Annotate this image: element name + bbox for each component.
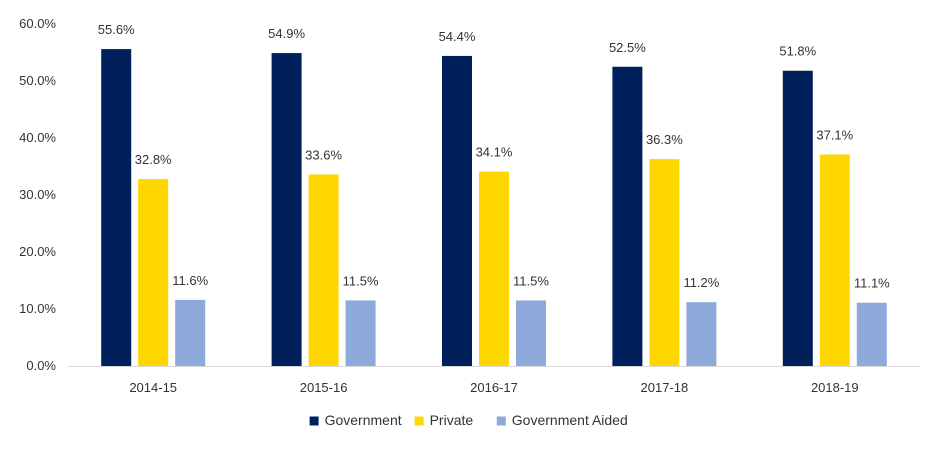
data-label: 34.1% [476,145,513,160]
bar-government-aided [856,302,887,366]
bar-government-aided [345,300,376,366]
bar-government [442,55,472,367]
y-tick-label: 20.0% [19,244,56,259]
legend-label-government: Government [325,412,402,428]
data-label: 54.9% [268,26,305,41]
legend-swatch-government [309,416,319,426]
data-label: 36.3% [646,132,683,147]
data-label: 37.1% [816,128,853,143]
data-label: 51.8% [779,44,816,59]
data-label: 33.6% [305,147,342,162]
data-label: 11.2% [683,275,719,290]
data-labels: 55.6% 32.8% 11.6% 54.9% 33.6% 11.5% 54.4% 34.1%… [98,22,890,291]
data-label: 11.5% [343,273,379,288]
data-label: 11.6% [172,273,208,288]
y-tick-label: 60.0% [19,16,56,31]
bar-private [308,174,339,366]
bar-government [782,70,813,367]
y-axis-ticks: 0.0% 10.0% 20.0% 30.0% 40.0% 50.0% 60.0% [19,16,56,373]
y-tick-label: 10.0% [19,301,56,316]
data-label: 55.6% [98,22,135,37]
bar-government-aided [516,300,546,366]
data-label: 32.8% [135,152,172,167]
bar-private [479,171,509,366]
bars [101,49,887,367]
legend-swatch-government-aided [496,416,506,426]
bar-government [612,66,643,366]
bar-private [819,154,850,366]
bar-private [138,179,169,366]
data-label: 54.4% [439,29,476,44]
legend-label-private: Private [430,412,474,428]
legend-label-government-aided: Government Aided [512,412,628,428]
y-tick-label: 30.0% [19,187,56,202]
y-tick-label: 50.0% [19,73,56,88]
legend-swatch-private [414,416,424,426]
legend: Government Private Government Aided [309,412,628,428]
bar-government [271,53,302,366]
data-label: 11.1% [854,276,890,291]
x-tick-label: 2018-19 [811,380,859,395]
data-label: 11.5% [513,273,549,288]
bar-private [649,159,680,366]
x-tick-label: 2014-15 [129,380,177,395]
bar-government-aided [175,299,206,366]
bar-government [101,49,132,367]
y-tick-label: 0.0% [26,358,56,373]
y-tick-label: 40.0% [19,130,56,145]
x-tick-label: 2017-18 [641,380,689,395]
x-tick-label: 2016-17 [470,380,518,395]
x-tick-label: 2015-16 [300,380,348,395]
x-axis-ticks: 2014-15 2015-16 2016-17 2017-18 2018-19 [129,380,858,395]
data-label: 52.5% [609,40,646,55]
bar-government-aided [686,302,717,366]
